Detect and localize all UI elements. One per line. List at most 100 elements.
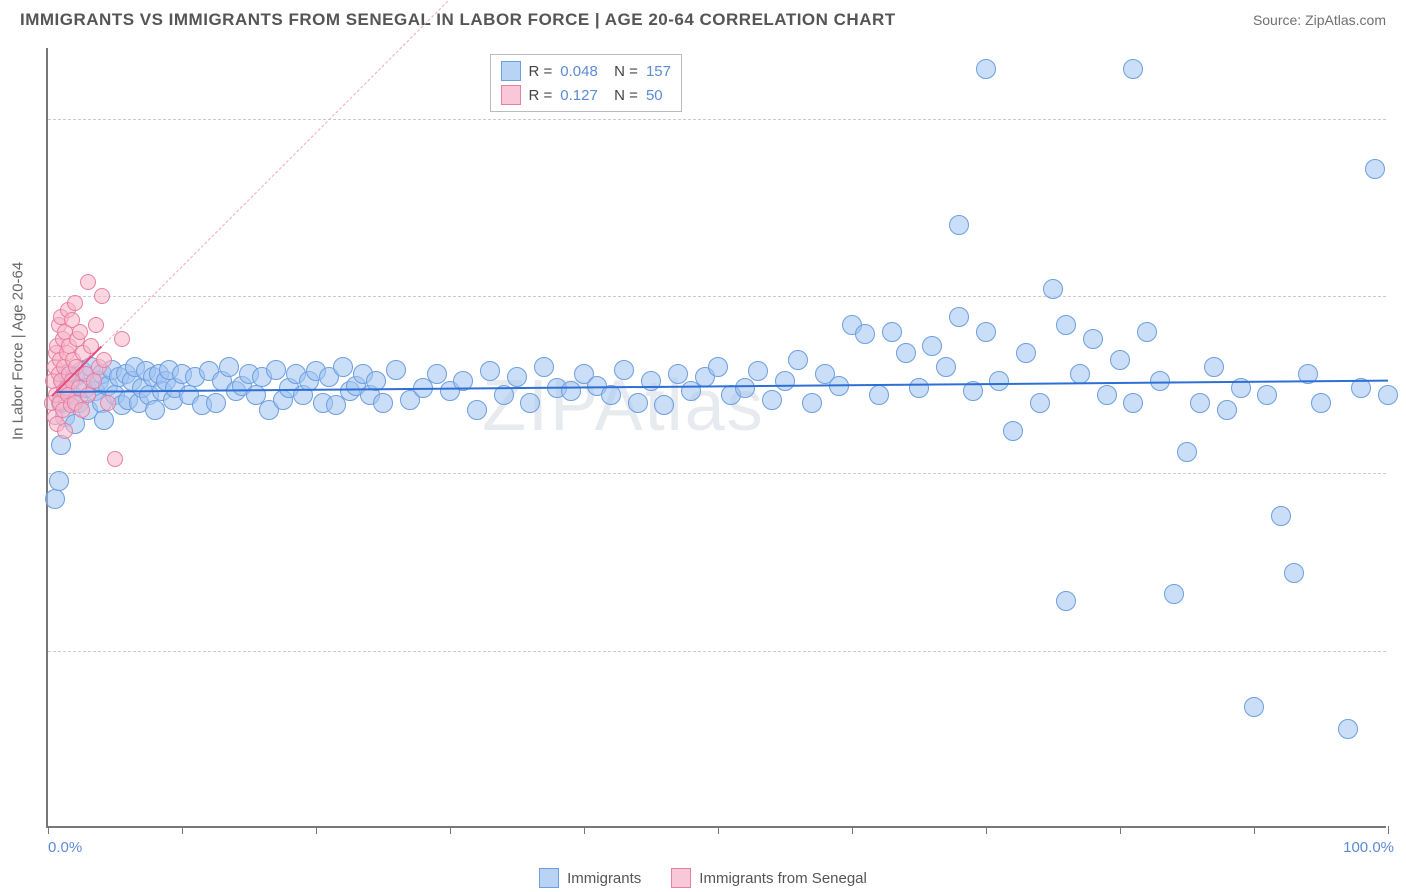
scatter-point [1070,364,1090,384]
stats-n-label: N = [606,87,638,104]
x-tick [986,826,987,834]
x-tick [718,826,719,834]
scatter-point [735,378,755,398]
y-tick-label: 62.5% [1396,642,1406,659]
scatter-point [896,343,916,363]
x-tick [1120,826,1121,834]
scatter-point [1083,329,1103,349]
scatter-point [480,361,500,381]
scatter-point [88,317,104,333]
scatter-point [762,390,782,410]
x-tick [450,826,451,834]
scatter-point [206,393,226,413]
scatter-point [788,350,808,370]
x-tick [584,826,585,834]
scatter-point [1217,400,1237,420]
scatter-point [936,357,956,377]
source-prefix: Source: [1253,12,1305,28]
scatter-point [601,385,621,405]
scatter-point [802,393,822,413]
scatter-point [1030,393,1050,413]
scatter-point [748,361,768,381]
scatter-point [1257,385,1277,405]
gridline [48,473,1386,474]
scatter-point [1338,719,1358,739]
source-name: ZipAtlas.com [1305,12,1386,28]
x-tick [1388,826,1389,834]
scatter-point [1204,357,1224,377]
scatter-point [94,410,114,430]
x-axis-min-label: 0.0% [48,839,82,856]
stats-n-label: N = [606,63,638,80]
scatter-point [976,59,996,79]
chart-title: IMMIGRANTS VS IMMIGRANTS FROM SENEGAL IN… [20,10,896,30]
x-axis-max-label: 100.0% [1343,839,1394,856]
scatter-point [72,324,88,340]
scatter-point [333,357,353,377]
scatter-point [386,360,406,380]
scatter-point [1016,343,1036,363]
scatter-point [922,336,942,356]
scatter-point [67,295,83,311]
series-swatch [501,61,521,81]
legend-swatch [539,868,559,888]
x-tick [1254,826,1255,834]
legend-item: Immigrants from Senegal [671,868,867,888]
y-tick-label: 87.5% [1396,288,1406,305]
y-tick-label: 75.0% [1396,465,1406,482]
x-tick [48,826,49,834]
gridline [48,119,1386,120]
legend-label: Immigrants [567,870,641,887]
scatter-chart: ZIPAtlas 62.5%75.0%87.5%100.0%0.0%100.0%… [46,48,1386,828]
scatter-point [520,393,540,413]
scatter-point [1043,279,1063,299]
stats-r-label: R = [529,87,553,104]
scatter-point [49,471,69,491]
stats-row: R = 0.048 N = 157 [501,59,671,83]
scatter-point [107,451,123,467]
scatter-point [1003,421,1023,441]
scatter-point [628,393,648,413]
scatter-point [1110,350,1130,370]
scatter-point [1284,563,1304,583]
stats-r-value: 0.048 [560,63,598,80]
stats-row: R = 0.127 N = 50 [501,83,671,107]
scatter-point [1365,159,1385,179]
scatter-point [86,373,102,389]
scatter-point [45,489,65,509]
legend-label: Immigrants from Senegal [699,870,867,887]
legend-swatch [671,868,691,888]
chart-header: IMMIGRANTS VS IMMIGRANTS FROM SENEGAL IN… [0,0,1406,38]
correlation-stats-box: R = 0.048 N = 157R = 0.127 N = 50 [490,54,682,112]
stats-r-label: R = [529,63,553,80]
scatter-point [96,352,112,368]
scatter-point [1056,315,1076,335]
scatter-point [94,288,110,304]
stats-n-value: 157 [646,63,671,80]
scatter-point [1378,385,1398,405]
scatter-point [882,322,902,342]
scatter-point [266,360,286,380]
scatter-point [654,395,674,415]
scatter-point [668,364,688,384]
scatter-point [614,360,634,380]
scatter-point [1271,506,1291,526]
scatter-point [80,274,96,290]
gridline [48,296,1386,297]
scatter-point [1056,591,1076,611]
scatter-point [869,385,889,405]
legend-item: Immigrants [539,868,641,888]
x-tick [316,826,317,834]
source-attribution: Source: ZipAtlas.com [1253,12,1386,28]
scatter-point [507,367,527,387]
scatter-point [1164,584,1184,604]
scatter-point [219,357,239,377]
scatter-point [427,364,447,384]
y-tick-label: 100.0% [1396,110,1406,127]
scatter-point [949,215,969,235]
scatter-point [989,371,1009,391]
scatter-point [775,371,795,391]
scatter-point [561,381,581,401]
scatter-point [1190,393,1210,413]
scatter-point [976,322,996,342]
